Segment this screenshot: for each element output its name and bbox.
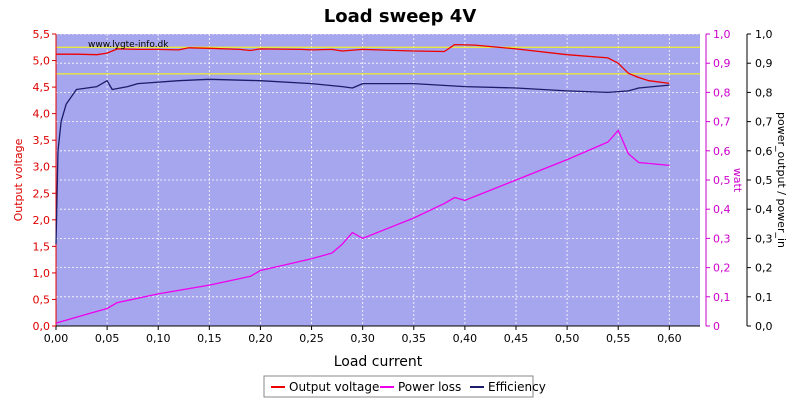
x-tick-label: 0,60 bbox=[657, 332, 682, 345]
y-left-tick-label: 4,5 bbox=[33, 81, 51, 94]
x-tick-label: 0,05 bbox=[95, 332, 120, 345]
y-axis-efficiency-label: power_output / power_in bbox=[775, 112, 788, 248]
legend-label-power-loss: Power loss bbox=[398, 380, 461, 394]
x-tick-label: 0,25 bbox=[299, 332, 324, 345]
y-watt-tick-label: 0,2 bbox=[713, 262, 731, 275]
y-axis-left-label: Output voltage bbox=[12, 138, 25, 221]
y-efficiency-tick-label: 0,2 bbox=[755, 262, 773, 275]
y-left-tick-label: 1,0 bbox=[33, 267, 51, 280]
plot-area bbox=[56, 33, 700, 326]
x-tick-label: 0,10 bbox=[146, 332, 171, 345]
series-group bbox=[55, 43, 670, 324]
y-efficiency-tick-label: 0,5 bbox=[755, 174, 773, 187]
x-tick-label: 0,30 bbox=[350, 332, 375, 345]
y-left-tick-label: 5,0 bbox=[33, 55, 51, 68]
legend-box bbox=[263, 375, 534, 398]
y-watt-tick-label: 0,4 bbox=[713, 203, 731, 216]
y-left-tick-label: 1,5 bbox=[33, 240, 51, 253]
y-efficiency-tick-label: 0,9 bbox=[755, 57, 773, 70]
y-left-tick-label: 4,0 bbox=[33, 108, 51, 121]
y-efficiency-tick-label: 0,8 bbox=[755, 86, 773, 99]
x-tick-label: 0,15 bbox=[197, 332, 222, 345]
x-tick-label: 0,55 bbox=[606, 332, 631, 345]
y-efficiency-tick-label: 0,6 bbox=[755, 145, 773, 158]
y-axis-watt-label: watt bbox=[731, 168, 744, 193]
y-left-tick-label: 0,5 bbox=[33, 293, 51, 306]
x-tick-label: 0,00 bbox=[44, 332, 69, 345]
axes: 0,00 0,05 0,10 0,15 0,20 0,25 0,30 0,35 0,40 0,45… bbox=[33, 28, 773, 345]
y-efficiency-tick-label: 0,3 bbox=[755, 232, 773, 245]
y-efficiency-tick-label: 0,0 bbox=[755, 320, 773, 333]
chart-title: Load sweep 4V bbox=[324, 6, 477, 27]
series-line-output-voltage bbox=[56, 43, 670, 85]
y-left-tick-label: 2,0 bbox=[33, 214, 51, 227]
y-watt-tick-label: 0,8 bbox=[713, 86, 731, 99]
watermark: www.lygte-info.dk bbox=[88, 40, 169, 50]
series-line-efficiency bbox=[55, 78, 670, 245]
y-watt-tick-label: 0 bbox=[713, 320, 720, 333]
y-watt-tick-label: 0,7 bbox=[713, 116, 731, 129]
y-watt-tick-label: 0,3 bbox=[713, 232, 731, 245]
x-tick-label: 0,20 bbox=[248, 332, 273, 345]
x-tick-label: 0,50 bbox=[555, 332, 580, 345]
legend: Output voltage Power loss Efficiency bbox=[263, 375, 546, 398]
y-watt-tick-label: 0,5 bbox=[713, 174, 731, 187]
legend-label-efficiency: Efficiency bbox=[488, 380, 546, 394]
y-left-tick-label: 3,5 bbox=[33, 134, 51, 147]
x-axis-label: Load current bbox=[334, 354, 423, 370]
y-left-tick-label: 2,5 bbox=[33, 187, 51, 200]
y-efficiency-tick-label: 0,4 bbox=[755, 203, 773, 216]
y-watt-tick-label: 0,6 bbox=[713, 145, 731, 158]
x-tick-label: 0,45 bbox=[504, 332, 529, 345]
y-efficiency-tick-label: 0,1 bbox=[755, 291, 773, 304]
y-watt-tick-label: 1,0 bbox=[713, 28, 731, 41]
series-line-power-loss bbox=[55, 129, 670, 324]
y-efficiency-tick-label: 0,7 bbox=[755, 116, 773, 129]
y-left-tick-label: 5,5 bbox=[33, 28, 51, 41]
y-left-tick-label: 0,0 bbox=[33, 320, 51, 333]
y-left-tick-label: 3,0 bbox=[33, 161, 51, 174]
y-efficiency-tick-label: 1,0 bbox=[755, 28, 773, 41]
y-watt-tick-label: 0,1 bbox=[713, 291, 731, 304]
legend-label-output-voltage: Output voltage bbox=[289, 380, 379, 394]
y-watt-tick-label: 0,9 bbox=[713, 57, 731, 70]
x-tick-label: 0,35 bbox=[402, 332, 427, 345]
x-tick-label: 0,40 bbox=[453, 332, 478, 345]
